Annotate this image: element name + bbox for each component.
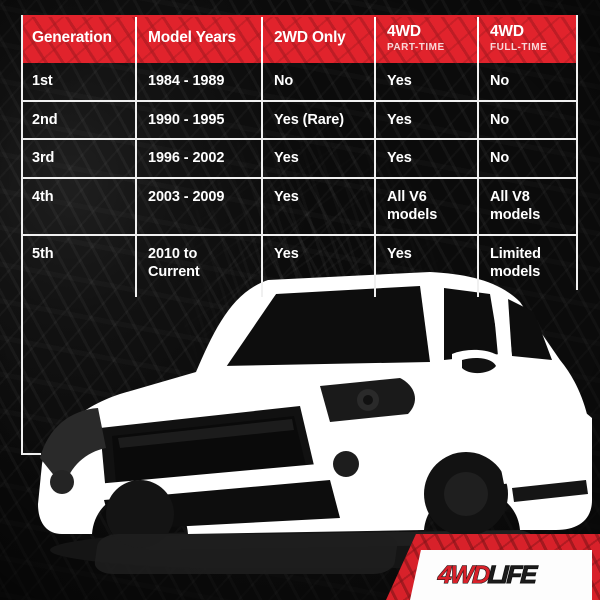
column-header-4wd-part-time-label: 4WD: [387, 22, 421, 40]
column-header-generation-label: Generation: [32, 29, 112, 47]
cell-2wd-only: Yes: [262, 139, 376, 179]
table-row: 3rd 1996 - 2002 Yes Yes No: [21, 139, 578, 179]
table-row: 5th 2010 to Current Yes Yes Limited mode…: [21, 234, 578, 297]
cell-generation: 4th: [21, 177, 137, 236]
column-header-4wd-full-time-label: 4WD: [490, 22, 524, 40]
cell-generation: 1st: [21, 63, 137, 102]
cell-4wd-part-time: Yes: [375, 63, 479, 102]
table-row: 1st 1984 - 1989 No Yes No: [21, 63, 578, 102]
cell-4wd-part-time: All V6 models: [375, 177, 479, 236]
table-border-bottom: [21, 453, 41, 455]
column-header-4wd-full-time: 4WD FULL-TIME: [478, 15, 578, 63]
cell-generation: 2nd: [21, 100, 137, 141]
cell-model-years: 1984 - 1989: [136, 63, 263, 102]
cell-4wd-full-time: Limited models: [490, 245, 541, 281]
logo-wordmark-4wd: 4WD: [437, 560, 490, 589]
generation-table: Generation Model Years 2WD Only 4WD PART…: [21, 15, 578, 297]
cell-2wd-only: Yes: [262, 234, 376, 297]
cell-2wd-only: Yes: [262, 177, 376, 236]
cell-4wd-part-time: Yes: [375, 234, 479, 297]
table-border-top: [21, 15, 578, 17]
vehicle-shadow-wedge: [93, 534, 399, 574]
cell-4wd-part-time: Yes: [375, 100, 479, 141]
cell-4wd-part-time: Yes: [375, 139, 479, 179]
cell-model-years: 2003 - 2009: [136, 177, 263, 236]
brand-logo: 4WDLIFE: [386, 534, 600, 600]
column-header-2wd-only-label: 2WD Only: [274, 29, 346, 47]
cell-4wd-full-time: No: [478, 139, 578, 179]
table-body: 1st 1984 - 1989 No Yes No 2nd 1990 - 199…: [21, 63, 578, 297]
table-row: 4th 2003 - 2009 Yes All V6 models All V8…: [21, 177, 578, 236]
cell-generation: 5th: [21, 234, 137, 297]
table-header-row: Generation Model Years 2WD Only 4WD PART…: [21, 15, 578, 63]
cell-2wd-only: Yes (Rare): [262, 100, 376, 141]
logo-wordmark-life: LIFE: [487, 560, 537, 589]
cell-model-years: 1990 - 1995: [136, 100, 263, 141]
cell-4wd-full-time: No: [478, 63, 578, 102]
table-border-right: [576, 15, 578, 290]
column-header-4wd-full-time-sublabel: FULL-TIME: [490, 42, 548, 54]
cell-model-years: 2010 to Current: [136, 234, 263, 297]
cell-2wd-only: No: [262, 63, 376, 102]
column-header-model-years-label: Model Years: [148, 29, 236, 47]
column-header-4wd-part-time-sublabel: PART-TIME: [387, 42, 445, 54]
column-header-4wd-part-time: 4WD PART-TIME: [375, 15, 479, 63]
generation-table-container: Generation Model Years 2WD Only 4WD PART…: [21, 15, 578, 297]
cell-4wd-full-time: All V8 models: [478, 177, 578, 236]
column-header-2wd-only: 2WD Only: [262, 15, 376, 63]
table-header: Generation Model Years 2WD Only 4WD PART…: [21, 15, 578, 63]
cell-model-years: 1996 - 2002: [136, 139, 263, 179]
cell-4wd-full-time: No: [478, 100, 578, 141]
cell-generation: 3rd: [21, 139, 137, 179]
column-header-model-years: Model Years: [136, 15, 263, 63]
column-header-generation: Generation: [21, 15, 137, 63]
logo-wordmark: 4WDLIFE: [437, 560, 537, 589]
table-border-left: [21, 15, 23, 455]
suv-silhouette: [0, 268, 600, 568]
table-row: 2nd 1990 - 1995 Yes (Rare) Yes No: [21, 100, 578, 141]
